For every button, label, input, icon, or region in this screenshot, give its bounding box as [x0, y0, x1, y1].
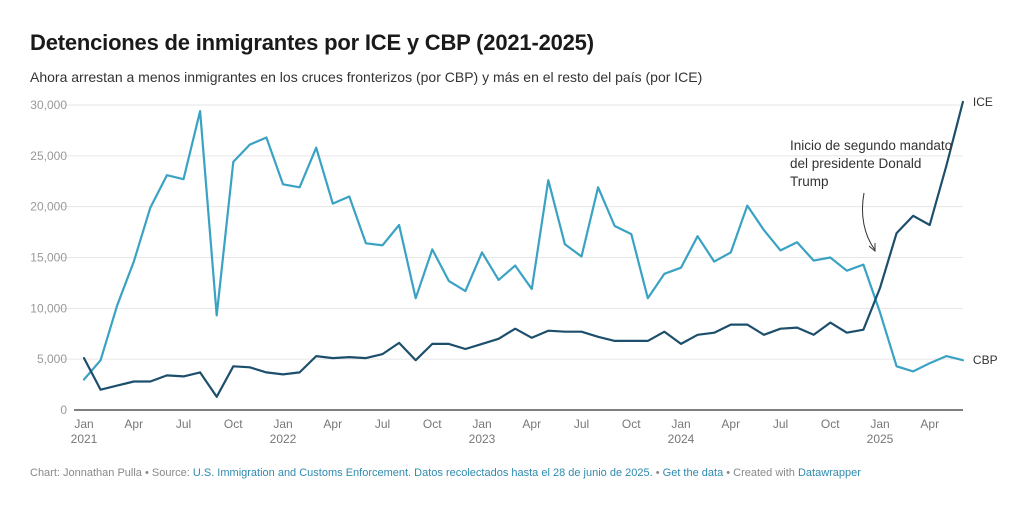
- x-tick-label: Jul: [574, 417, 589, 431]
- get-data-link[interactable]: Get the data: [662, 467, 724, 479]
- x-tick-label: Oct: [622, 417, 641, 431]
- y-tick-label: 15,000: [30, 251, 67, 265]
- gridlines: [58, 104, 963, 360]
- annotation-text-line: Trump: [790, 174, 829, 189]
- x-tick-label: Apr: [920, 417, 939, 431]
- x-tick-label: Apr: [124, 417, 143, 431]
- chart-subtitle: Ahora arrestan a menos inmigrantes en lo…: [30, 69, 703, 85]
- x-tick-label: Jul: [773, 417, 788, 431]
- x-tick-label: Jan: [671, 417, 690, 431]
- y-tick-label: 10,000: [30, 301, 67, 315]
- annotation-text-line: del presidente Donald: [790, 156, 921, 171]
- annotation-text-line: Inicio de segundo mandato: [790, 138, 952, 153]
- x-tick-label: Jul: [375, 417, 390, 431]
- x-tick-year-label: 2025: [867, 432, 894, 446]
- footer-separator: • Created with: [723, 467, 798, 479]
- x-tick-label: Oct: [224, 417, 243, 431]
- y-tick-label: 30,000: [30, 98, 67, 112]
- x-tick-label: Oct: [821, 417, 840, 431]
- x-tick-label: Apr: [721, 417, 740, 431]
- y-tick-label: 25,000: [30, 149, 67, 163]
- x-tick-label: Jul: [176, 417, 191, 431]
- chart-title: Detenciones de inmigrantes por ICE y CBP…: [30, 30, 594, 55]
- footer-credit: Chart: Jonnathan Pulla: [30, 467, 142, 479]
- source-link[interactable]: U.S. Immigration and Customs Enforcement…: [192, 467, 653, 479]
- series-lines: [82, 100, 965, 398]
- x-tick-year-label: 2021: [71, 432, 98, 446]
- series-label-ice: ICE: [973, 95, 993, 109]
- annotation: Inicio de segundo mandato del presidente …: [790, 138, 952, 253]
- x-tick-year-label: 2022: [270, 432, 297, 446]
- series-label-cbp: CBP: [973, 353, 998, 367]
- x-tick-label: Apr: [323, 417, 342, 431]
- x-tick-label: Oct: [423, 417, 442, 431]
- x-tick-label: Jan: [870, 417, 889, 431]
- y-tick-label: 0: [60, 403, 67, 417]
- x-tick-label: Jan: [472, 417, 491, 431]
- chart-footer: Chart: Jonnathan Pulla • Source: U.S. Im…: [30, 467, 861, 479]
- x-tick-label: Jan: [74, 417, 93, 431]
- footer-separator: •: [652, 467, 663, 479]
- datawrapper-link[interactable]: Datawrapper: [797, 467, 861, 479]
- footer-separator: • Source:: [141, 467, 193, 479]
- annotation-arrow-shaft: [861, 192, 876, 251]
- x-tick-year-label: 2024: [668, 432, 695, 446]
- x-tick-label: Apr: [522, 417, 541, 431]
- y-axis-ticks: 0 5,000 10,000 15,000 20,000 25,000 30,000: [30, 98, 67, 417]
- y-tick-label: 5,000: [37, 352, 67, 366]
- series-line-ice: [82, 100, 965, 398]
- series-line-cbp: [82, 109, 965, 381]
- annotation-arrow-head: [868, 243, 876, 253]
- x-tick-label: Jan: [273, 417, 292, 431]
- series-labels: CBP ICE: [973, 95, 998, 367]
- y-tick-label: 20,000: [30, 200, 67, 214]
- x-tick-year-label: 2023: [469, 432, 496, 446]
